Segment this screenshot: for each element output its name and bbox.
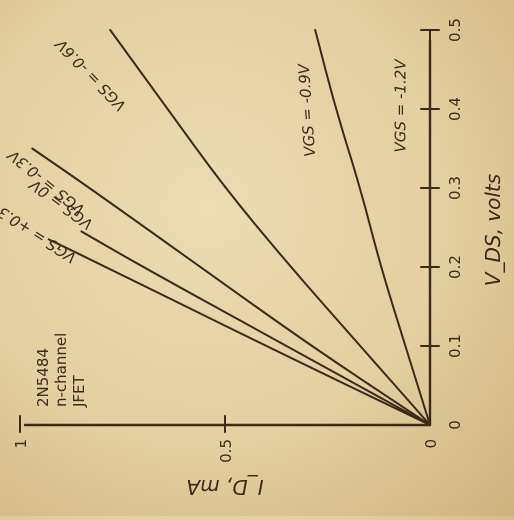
x-tick-label: 0.3 (446, 176, 464, 200)
y-tick-label: 0 (422, 439, 440, 449)
curve-label-6: VGS = -1.2V (391, 58, 409, 153)
x-tick-label: 0.1 (446, 334, 464, 358)
curve-series-3 (31, 147, 431, 426)
x-axis-label: V_DS, volts (481, 174, 505, 286)
curve-label-3: VGS = -0.3V (3, 145, 88, 219)
curve-label-5: VGS = -0.9V (295, 62, 320, 158)
y-axis-label: I_D, mA (186, 475, 263, 499)
curve-series-1 (47, 238, 431, 426)
curve-series-2 (80, 230, 431, 426)
y-tick-label: 1 (12, 439, 30, 449)
y-tick-label: 0.5 (217, 439, 235, 463)
curve-label-4: VGS = -0.6V (51, 34, 130, 115)
device-note-line-1: 2N5484 (34, 348, 52, 407)
device-note-line-3: JFET (70, 374, 88, 408)
x-tick-label: 0.5 (446, 18, 464, 42)
curve-series-4 (109, 29, 431, 426)
x-tick-label: 0 (446, 420, 464, 430)
x-tick-label: 0.2 (446, 255, 464, 279)
curve-series-5 (314, 29, 431, 426)
x-tick-label: 0.4 (446, 97, 464, 121)
device-note-line-2: n-channel (52, 333, 70, 407)
